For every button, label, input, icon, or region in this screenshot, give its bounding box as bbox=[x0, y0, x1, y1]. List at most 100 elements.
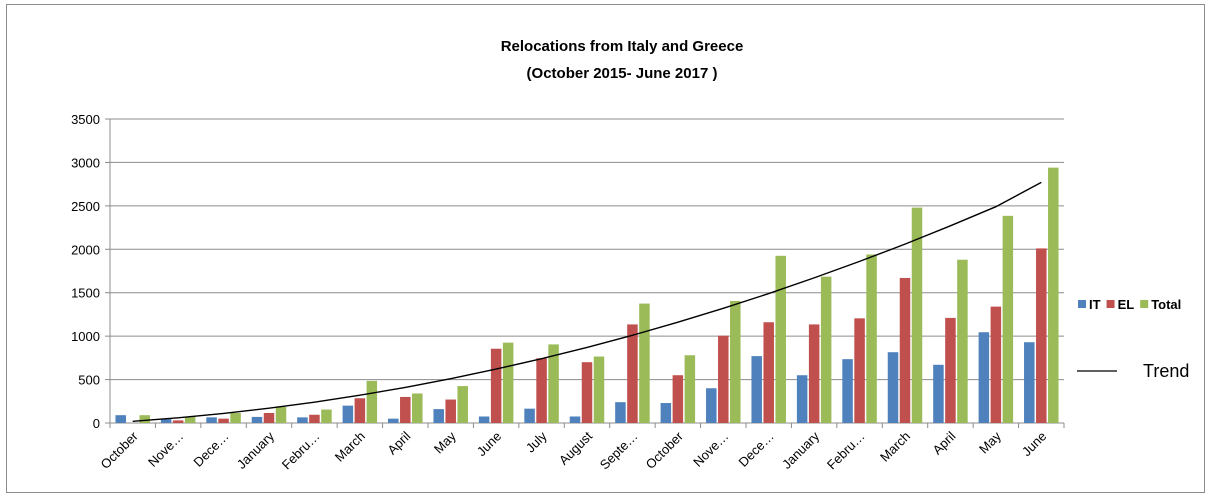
bar-total-18 bbox=[957, 259, 968, 423]
bar-total-12 bbox=[684, 355, 696, 423]
x-tick-label: August bbox=[556, 428, 595, 467]
y-tick-label: 2500 bbox=[71, 199, 100, 214]
bar-total-1 bbox=[184, 416, 196, 423]
trend-line-group bbox=[132, 181, 1042, 422]
legend-label-el: EL bbox=[1118, 297, 1135, 312]
legend-swatch-el bbox=[1106, 300, 1115, 308]
bar-el-12 bbox=[672, 375, 684, 423]
x-tick-label: January bbox=[779, 428, 823, 472]
bar-it-6 bbox=[388, 418, 399, 423]
bar-total-17 bbox=[911, 207, 923, 423]
bar-el-3 bbox=[263, 413, 275, 423]
bar-el-2 bbox=[218, 418, 229, 423]
y-tick-label: 2000 bbox=[71, 242, 100, 257]
bar-total-16 bbox=[866, 254, 877, 423]
y-axis-ticks: 0 500 1000 1500 2000 2500 3000 3500 bbox=[71, 112, 100, 431]
bar-it-10 bbox=[569, 416, 581, 423]
legend-swatch-total bbox=[1140, 300, 1149, 308]
x-tick-label: March bbox=[332, 429, 368, 465]
bar-total-2 bbox=[230, 413, 241, 423]
bar-total-9 bbox=[548, 344, 559, 423]
bar-it-0 bbox=[115, 415, 126, 423]
bar-it-18 bbox=[933, 364, 944, 423]
x-tick-label: Septe… bbox=[597, 429, 641, 473]
bar-total-0 bbox=[139, 415, 150, 423]
x-tick-label: October bbox=[643, 428, 687, 472]
x-tick-label: March bbox=[877, 429, 913, 465]
legend-swatch-it bbox=[1078, 300, 1086, 308]
bar-it-14 bbox=[751, 356, 762, 423]
x-tick-label: Febru… bbox=[279, 429, 323, 473]
bar-el-1 bbox=[172, 420, 184, 423]
bar-el-5 bbox=[354, 398, 366, 423]
legend-label-it: IT bbox=[1089, 297, 1101, 312]
y-tick-label: 0 bbox=[93, 416, 100, 431]
x-tick-label: Dece… bbox=[190, 429, 231, 470]
bar-total-7 bbox=[457, 386, 468, 423]
bar-total-3 bbox=[275, 406, 287, 423]
bar-total-14 bbox=[775, 255, 786, 423]
bar-el-9 bbox=[536, 358, 547, 423]
bar-total-5 bbox=[366, 380, 378, 423]
x-tick-label: Dece… bbox=[736, 429, 777, 470]
bar-total-8 bbox=[502, 342, 514, 423]
y-tick-label: 1500 bbox=[71, 286, 100, 301]
chart-subtitle: (October 2015- June 2017 ) bbox=[527, 65, 718, 82]
bar-el-8 bbox=[490, 348, 502, 423]
bar-it-19 bbox=[978, 332, 990, 423]
bar-el-18 bbox=[945, 317, 956, 423]
y-tick-label: 3500 bbox=[71, 112, 100, 127]
bar-el-16 bbox=[854, 318, 865, 423]
bar-it-13 bbox=[706, 388, 717, 423]
bar-total-4 bbox=[321, 409, 332, 423]
bar-el-4 bbox=[309, 414, 320, 423]
bar-el-13 bbox=[718, 335, 729, 423]
x-tick-label: May bbox=[431, 428, 459, 456]
legend: IT EL Total Trend bbox=[1077, 297, 1189, 381]
x-tick-label: Nove… bbox=[145, 429, 186, 470]
bar-it-4 bbox=[297, 417, 308, 423]
legend-label-total: Total bbox=[1151, 297, 1181, 312]
bar-el-17 bbox=[899, 277, 911, 423]
x-tick-label: October bbox=[98, 428, 142, 472]
x-axis-ticks: October Nove… Dece… January Febru… March April… bbox=[98, 428, 1050, 472]
bar-total-13 bbox=[730, 300, 741, 423]
x-tick-label: January bbox=[234, 428, 278, 472]
bar-total-15 bbox=[820, 276, 832, 423]
bar-el-20 bbox=[1036, 248, 1047, 423]
bar-it-17 bbox=[887, 352, 899, 423]
legend-trend-label: Trend bbox=[1143, 361, 1189, 381]
bar-el-15 bbox=[808, 324, 820, 423]
chart-frame: Relocations from Italy and Greece (Octob… bbox=[6, 4, 1205, 493]
x-tick-label: Febru… bbox=[824, 429, 868, 473]
bar-total-11 bbox=[639, 303, 650, 423]
trend-line bbox=[132, 181, 1042, 422]
x-tick-label: July bbox=[523, 428, 550, 455]
bar-total-10 bbox=[593, 356, 605, 423]
x-tick-label: April bbox=[384, 428, 413, 457]
bar-el-11 bbox=[627, 324, 638, 423]
bars bbox=[115, 167, 1059, 423]
bar-el-6 bbox=[400, 396, 411, 423]
bar-total-19 bbox=[1002, 215, 1014, 423]
bar-it-2 bbox=[206, 417, 217, 423]
bar-it-1 bbox=[160, 419, 172, 423]
chart-svg: Relocations from Italy and Greece (Octob… bbox=[71, 38, 1189, 472]
bar-it-11 bbox=[615, 402, 626, 423]
x-tick-label: June bbox=[1019, 429, 1050, 460]
y-tick-label: 3000 bbox=[71, 155, 100, 170]
bar-it-7 bbox=[433, 409, 444, 423]
y-tick-label: 1000 bbox=[71, 329, 100, 344]
bar-el-10 bbox=[581, 362, 593, 423]
y-tick-label: 500 bbox=[78, 373, 100, 388]
bar-it-15 bbox=[796, 375, 808, 423]
chart-title: Relocations from Italy and Greece bbox=[501, 38, 744, 55]
bar-it-16 bbox=[842, 359, 853, 423]
x-tick-label: June bbox=[474, 429, 505, 460]
bar-it-5 bbox=[342, 405, 354, 423]
x-tick-label: Nove… bbox=[690, 429, 731, 470]
bar-it-12 bbox=[660, 403, 672, 423]
x-tick-label: May bbox=[976, 428, 1004, 456]
bar-el-14 bbox=[763, 322, 774, 423]
bar-el-7 bbox=[445, 399, 456, 423]
